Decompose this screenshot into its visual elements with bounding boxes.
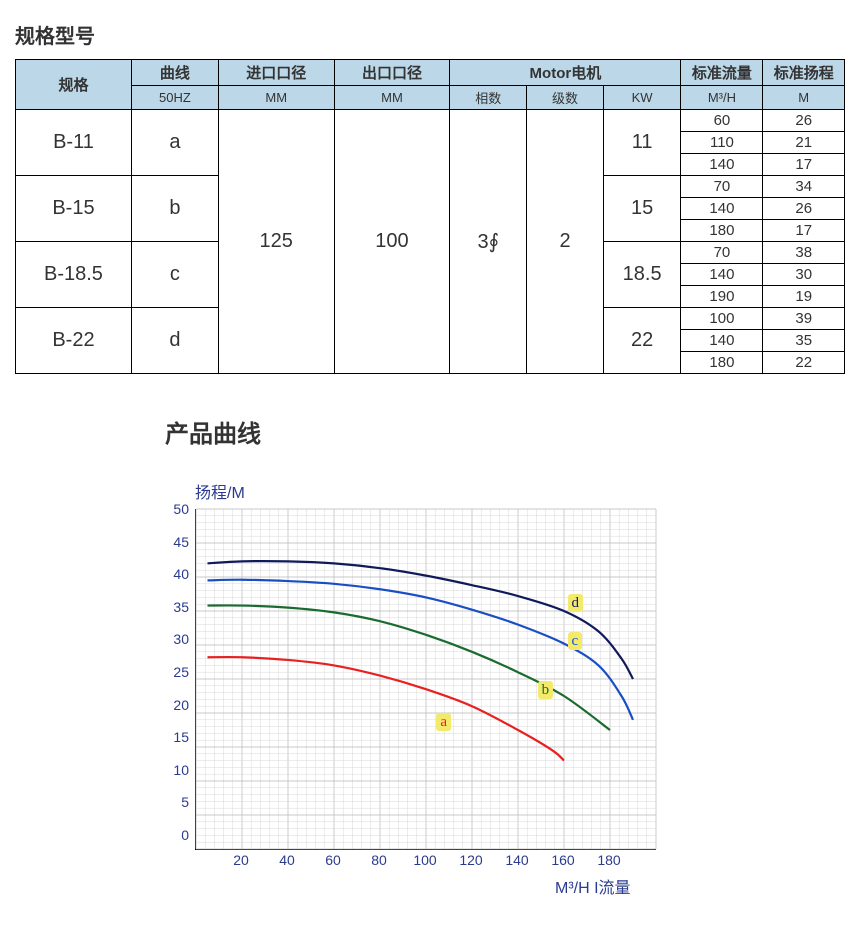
cell-head: 34 — [763, 176, 845, 198]
curve-label-d: d — [568, 594, 584, 612]
ytick: 5 — [165, 795, 189, 809]
xaxis-label: M³/H I流量 — [555, 874, 845, 898]
x-ticks: 20 40 60 80 100 120 140 160 180 — [195, 850, 655, 870]
cell-curve: b — [131, 176, 218, 242]
table-row: B-11a1251003∮2116026 — [16, 110, 845, 132]
cell-head: 17 — [763, 220, 845, 242]
sub-m3h: M³/H — [681, 86, 763, 110]
th-stdflow: 标准流量 — [681, 60, 763, 86]
spec-table: 规格 曲线 进口口径 出口口径 Motor电机 标准流量 标准扬程 50HZ M… — [15, 59, 845, 374]
y-ticks: 50454035302520151050 — [165, 509, 189, 849]
cell-head: 21 — [763, 132, 845, 154]
cell-kw: 15 — [603, 176, 681, 242]
cell-curve: d — [131, 308, 218, 374]
sub-m: M — [763, 86, 845, 110]
cell-model: B-15 — [16, 176, 132, 242]
ytick: 40 — [165, 567, 189, 581]
cell-head: 22 — [763, 352, 845, 374]
xtick: 40 — [279, 852, 295, 868]
ytick: 35 — [165, 600, 189, 614]
ytick: 25 — [165, 665, 189, 679]
spec-title: 规格型号 — [15, 20, 845, 49]
th-motor: Motor电机 — [450, 60, 681, 86]
cell-head: 38 — [763, 242, 845, 264]
cell-flow: 140 — [681, 330, 763, 352]
cell-curve: a — [131, 110, 218, 176]
xtick: 100 — [413, 852, 436, 868]
ytick: 50 — [165, 502, 189, 516]
cell-head: 26 — [763, 110, 845, 132]
sub-poles: 级数 — [527, 86, 604, 110]
cell-flow: 70 — [681, 176, 763, 198]
cell-head: 17 — [763, 154, 845, 176]
cell-poles: 2 — [527, 110, 604, 374]
cell-model: B-11 — [16, 110, 132, 176]
cell-head: 26 — [763, 198, 845, 220]
cell-head: 35 — [763, 330, 845, 352]
ytick: 0 — [165, 828, 189, 842]
xtick: 80 — [371, 852, 387, 868]
cell-flow: 180 — [681, 220, 763, 242]
cell-flow: 180 — [681, 352, 763, 374]
chart-plot: a b c d — [195, 509, 656, 850]
sub-kw: KW — [603, 86, 681, 110]
cell-curve: c — [131, 242, 218, 308]
cell-model: B-22 — [16, 308, 132, 374]
ytick: 20 — [165, 698, 189, 712]
th-inlet: 进口口径 — [218, 60, 334, 86]
sub-mm1: MM — [218, 86, 334, 110]
sub-mm2: MM — [334, 86, 450, 110]
ytick: 30 — [165, 632, 189, 646]
cell-flow: 140 — [681, 264, 763, 286]
curve-label-a: a — [436, 713, 451, 731]
cell-kw: 22 — [603, 308, 681, 374]
ytick: 10 — [165, 763, 189, 777]
curve-d — [208, 561, 634, 679]
cell-flow: 70 — [681, 242, 763, 264]
cell-model: B-18.5 — [16, 242, 132, 308]
cell-head: 39 — [763, 308, 845, 330]
curve-label-b: b — [538, 681, 554, 699]
sub-phase: 相数 — [450, 86, 527, 110]
curve-label-c: c — [568, 632, 583, 650]
curve-b — [208, 605, 611, 730]
th-stdhead: 标准扬程 — [763, 60, 845, 86]
cell-flow: 100 — [681, 308, 763, 330]
xtick: 120 — [459, 852, 482, 868]
cell-flow: 110 — [681, 132, 763, 154]
sub-hz: 50HZ — [131, 86, 218, 110]
xtick: 160 — [551, 852, 574, 868]
ytick: 15 — [165, 730, 189, 744]
cell-flow: 140 — [681, 154, 763, 176]
xtick: 20 — [233, 852, 249, 868]
xtick: 60 — [325, 852, 341, 868]
cell-kw: 18.5 — [603, 242, 681, 308]
cell-flow: 140 — [681, 198, 763, 220]
th-outlet: 出口口径 — [334, 60, 450, 86]
cell-flow: 60 — [681, 110, 763, 132]
cell-head: 19 — [763, 286, 845, 308]
xtick: 140 — [505, 852, 528, 868]
cell-inlet: 125 — [218, 110, 334, 374]
th-spec: 规格 — [16, 60, 132, 110]
xtick: 180 — [597, 852, 620, 868]
curve-title: 产品曲线 — [165, 414, 845, 449]
cell-kw: 11 — [603, 110, 681, 176]
cell-outlet: 100 — [334, 110, 450, 374]
cell-phase: 3∮ — [450, 110, 527, 374]
curve-a — [208, 657, 565, 761]
ytick: 45 — [165, 535, 189, 549]
yaxis-label: 扬程/M — [195, 479, 845, 503]
cell-head: 30 — [763, 264, 845, 286]
th-curve: 曲线 — [131, 60, 218, 86]
cell-flow: 190 — [681, 286, 763, 308]
